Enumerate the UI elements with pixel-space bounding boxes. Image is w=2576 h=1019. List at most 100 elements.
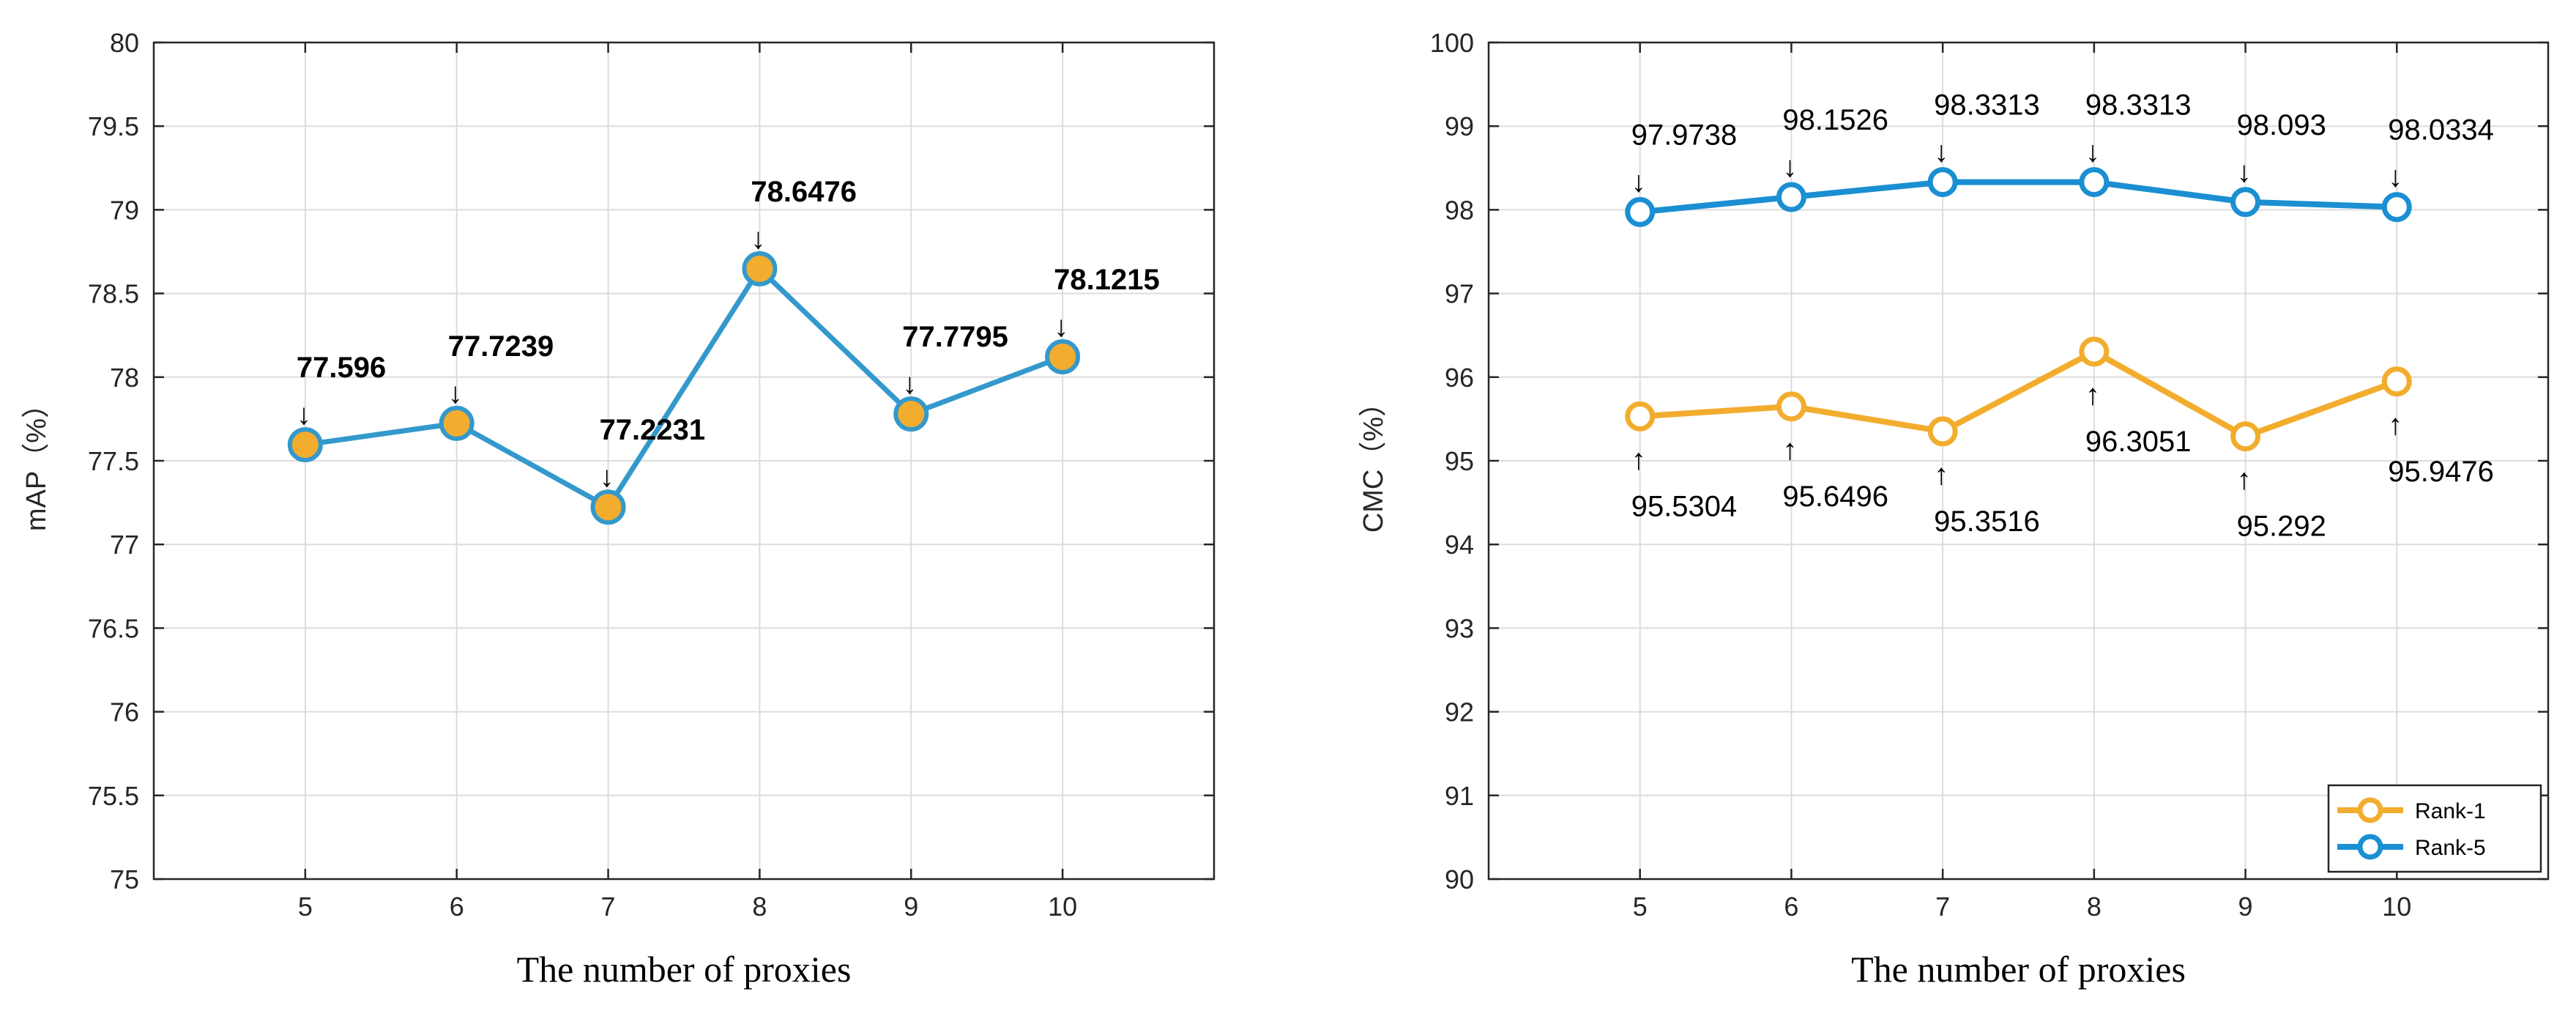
y-tick-label: 75	[110, 864, 139, 894]
y-tick-label: 92	[1445, 697, 1474, 727]
data-label: 77.7239	[448, 330, 554, 363]
y-tick-label: 76	[110, 697, 139, 727]
series-line-rank-1	[1639, 348, 2398, 440]
x-axis-label: The number of proxies	[1851, 949, 2186, 990]
y-tick-label: 95	[1445, 446, 1474, 476]
annotation-arrow: ↑	[1782, 434, 1797, 466]
legend-swatch-marker	[2357, 797, 2383, 823]
data-point-rank-1	[1776, 391, 1806, 422]
x-tick-label: 5	[1633, 892, 1648, 922]
x-tick-label: 9	[2238, 892, 2253, 922]
annotation-arrow: ↑	[2085, 379, 2100, 411]
x-tick-label: 7	[601, 892, 616, 922]
y-axis-label: mAP（%）	[21, 390, 52, 531]
x-tick-label: 8	[752, 892, 767, 922]
annotation-arrow: ↓	[1054, 311, 1068, 343]
annotation-arrow: ↓	[751, 223, 765, 255]
legend-label: Rank-1	[2415, 799, 2486, 823]
y-tick-label: 91	[1445, 781, 1474, 811]
annotation-arrow: ↓	[600, 461, 614, 493]
y-tick-label: 96	[1445, 363, 1474, 393]
series-line-rank-5	[1639, 179, 2397, 215]
data-label: 95.5304	[1631, 490, 1738, 522]
map-chart: 5 6 7 8 9 107575.57676.57777.57878.57979.580T…	[21, 28, 1216, 990]
annotation-arrow: ↓	[1631, 166, 1646, 198]
y-tick-label: 76.5	[88, 613, 139, 643]
data-point-rank-5	[2079, 167, 2110, 198]
annotation-arrow: ↓	[1782, 151, 1797, 183]
data-point-rank-1	[2381, 366, 2412, 397]
x-tick-label: 10	[2382, 892, 2411, 922]
annotation-arrow: ↑	[1934, 459, 1948, 491]
data-label: 96.3051	[2085, 426, 2192, 458]
data-point-rank-1	[2230, 421, 2261, 452]
y-tick-label: 75.5	[88, 781, 139, 811]
y-tick-label: 99	[1445, 111, 1474, 141]
data-point-rank-5	[1927, 167, 1958, 198]
data-label: 98.093	[2237, 109, 2326, 141]
y-tick-label: 78	[110, 363, 139, 393]
annotation-arrow: ↓	[448, 377, 463, 410]
data-label: 77.7795	[902, 321, 1008, 353]
data-label: 95.6496	[1782, 481, 1888, 513]
data-point-map	[590, 489, 626, 525]
data-label: 95.9476	[2388, 456, 2494, 488]
data-point-map	[742, 251, 778, 286]
annotation-arrow: ↓	[297, 399, 311, 431]
y-tick-label: 79	[110, 195, 139, 225]
data-point-map	[287, 427, 323, 463]
data-label: 98.1526	[1782, 104, 1888, 136]
data-label: 78.6476	[751, 176, 857, 208]
y-tick-label: 100	[1430, 28, 1474, 58]
data-point-rank-5	[1625, 196, 1656, 227]
legend-swatch-marker	[2357, 834, 2383, 860]
data-point-map	[439, 405, 474, 441]
annotation-arrow: ↓	[2085, 136, 2100, 168]
annotation-arrow: ↓	[2388, 161, 2402, 193]
annotation-arrow: ↓	[2237, 156, 2252, 188]
data-label: 77.596	[297, 352, 386, 384]
data-point-rank-5	[1776, 182, 1806, 212]
annotation-arrow: ↑	[2388, 409, 2402, 441]
x-tick-label: 6	[450, 892, 464, 922]
x-tick-label: 9	[904, 892, 918, 922]
data-point-rank-5	[2381, 192, 2412, 223]
x-tick-label: 8	[2087, 892, 2102, 922]
data-point-map	[893, 396, 929, 432]
y-tick-label: 80	[110, 28, 139, 58]
data-label: 95.292	[2237, 511, 2326, 543]
data-point-rank-1	[1625, 401, 1656, 431]
y-tick-label: 94	[1445, 530, 1474, 560]
y-axis-label: CMC（%）	[1358, 389, 1389, 533]
y-tick-label: 77.5	[88, 446, 139, 476]
x-axis-label: The number of proxies	[517, 949, 852, 990]
data-label: 97.9738	[1631, 119, 1738, 151]
series-line-map	[305, 266, 1064, 510]
y-tick-label: 90	[1445, 864, 1474, 894]
y-tick-label: 79.5	[88, 111, 139, 141]
data-point-map	[1045, 339, 1081, 375]
y-tick-label: 78.5	[88, 279, 139, 309]
data-label: 98.0334	[2388, 114, 2494, 147]
annotation-arrow: ↓	[1934, 136, 1948, 168]
annotation-arrow: ↑	[2237, 464, 2252, 496]
y-tick-label: 97	[1445, 279, 1474, 309]
data-label: 78.1215	[1054, 264, 1160, 296]
x-tick-label: 7	[1935, 892, 1950, 922]
legend: Rank-1 Rank-5	[2327, 784, 2542, 873]
data-label: 98.3313	[1934, 89, 2040, 122]
cmc-chart: 5 6 7 8 9 10 90 91 92 93 94 95 96 97 98 99 100 The number…	[1358, 28, 2550, 990]
data-label: 95.3516	[1934, 505, 2040, 538]
y-tick-label: 77	[110, 530, 139, 560]
x-tick-label: 6	[1784, 892, 1798, 922]
data-point-rank-1	[1927, 416, 1958, 447]
legend-label: Rank-5	[2415, 836, 2486, 860]
data-label: 98.3313	[2085, 89, 2192, 122]
y-tick-label: 98	[1445, 195, 1474, 225]
data-point-rank-5	[2230, 187, 2261, 218]
annotation-arrow: ↓	[902, 368, 917, 400]
data-label: 77.2231	[600, 414, 706, 446]
annotation-arrow: ↑	[1631, 443, 1646, 475]
